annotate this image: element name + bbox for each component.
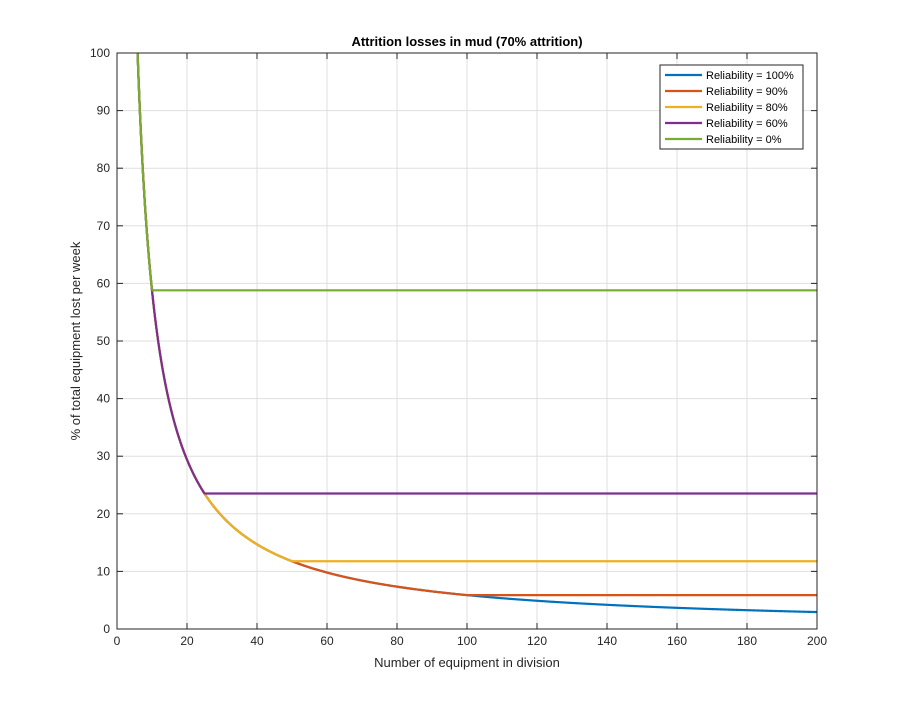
chart-title: Attrition losses in mud (70% attrition): [351, 34, 582, 49]
y-tick-label: 60: [97, 276, 111, 290]
x-tick-label: 160: [667, 634, 687, 648]
legend-entry-2: Reliability = 80%: [706, 102, 788, 114]
ticks: 0 20 40 60 80 100 120 140 160 180 200 0 10 20 30 40 50 60…: [90, 46, 827, 648]
series-line-3: [136, 52, 817, 495]
legend-entry-0: Reliability = 100%: [706, 70, 794, 82]
x-tick-label: 200: [807, 634, 827, 648]
legend: Reliability = 100% Reliability = 90% Relia…: [659, 64, 804, 150]
y-tick-label: 90: [97, 104, 111, 118]
y-tick-label: 10: [97, 564, 111, 578]
legend-entry-1: Reliability = 90%: [706, 86, 788, 98]
y-tick-label: 0: [103, 622, 110, 636]
y-axis-label: % of total equipment lost per week: [68, 241, 83, 440]
y-tick-label: 80: [97, 161, 111, 175]
x-tick-label: 140: [597, 634, 617, 648]
x-tick-label: 60: [320, 634, 334, 648]
y-tick-label: 20: [97, 507, 111, 521]
x-tick-label: 40: [250, 634, 264, 648]
legend-entry-3: Reliability = 60%: [706, 118, 788, 130]
x-tick-label: 120: [527, 634, 547, 648]
series-lines: [136, 52, 817, 614]
series-line-2: [136, 52, 817, 563]
series-line-4: [136, 52, 817, 292]
y-tick-label: 40: [97, 392, 111, 406]
y-tick-label: 50: [97, 334, 111, 348]
x-tick-label: 100: [457, 634, 477, 648]
y-tick-label: 70: [97, 219, 111, 233]
grid: [117, 53, 817, 629]
x-tick-label: 0: [114, 634, 121, 648]
y-tick-label: 30: [97, 449, 111, 463]
x-tick-label: 180: [737, 634, 757, 648]
x-axis-label: Number of equipment in division: [374, 655, 560, 670]
x-tick-label: 20: [180, 634, 194, 648]
y-tick-label: 100: [90, 46, 110, 60]
x-tick-label: 80: [390, 634, 404, 648]
legend-entry-4: Reliability = 0%: [706, 134, 782, 146]
